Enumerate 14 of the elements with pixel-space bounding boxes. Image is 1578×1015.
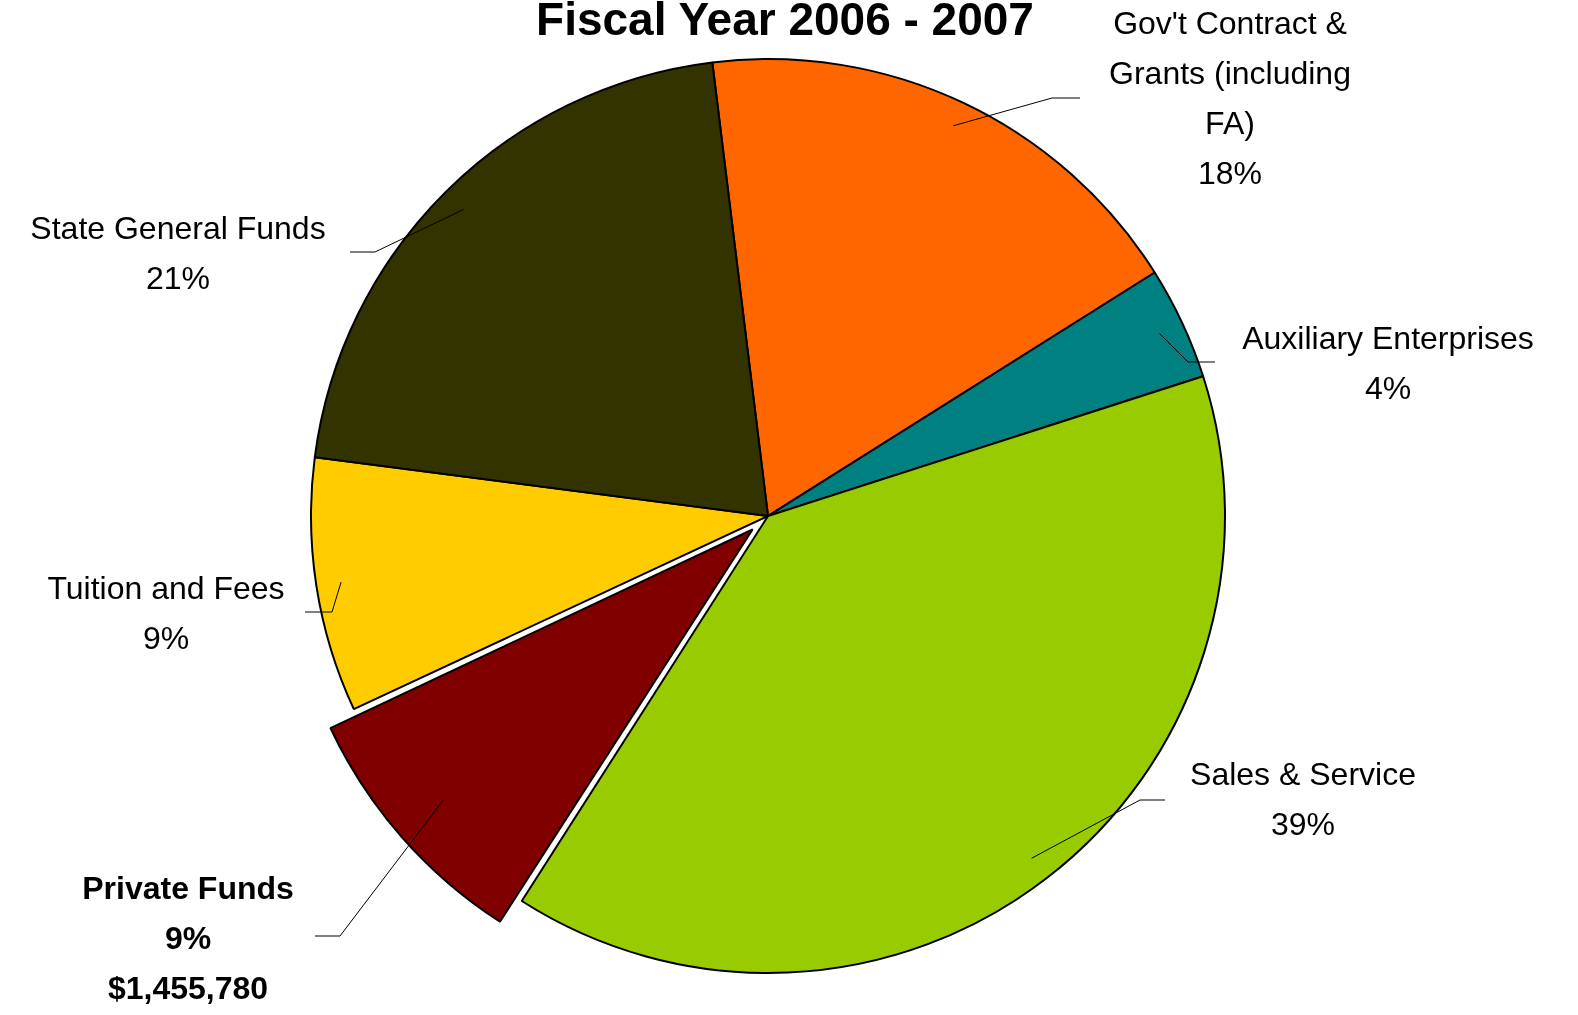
chart-title: Fiscal Year 2006 - 2007 [536, 0, 1034, 45]
slice-label: Gov't Contract & Grants (including FA) [1109, 4, 1351, 141]
data-label: 9% [142, 619, 190, 656]
slice-label: State General Funds [30, 209, 326, 246]
slice-label: Auxiliary Enterprises [1242, 319, 1534, 356]
slice-label: Tuition and Fees [47, 569, 285, 606]
slice-label: Sales & Service [1190, 755, 1416, 792]
data-label: 9% [164, 919, 212, 956]
data-label: 21% [145, 259, 211, 296]
data-label: 4% [1364, 369, 1412, 406]
data-label: 39% [1270, 805, 1336, 842]
slice-label: Private Funds [82, 869, 294, 906]
data-label: 18% [1197, 154, 1263, 191]
text: $1,455,780 [107, 969, 269, 1006]
